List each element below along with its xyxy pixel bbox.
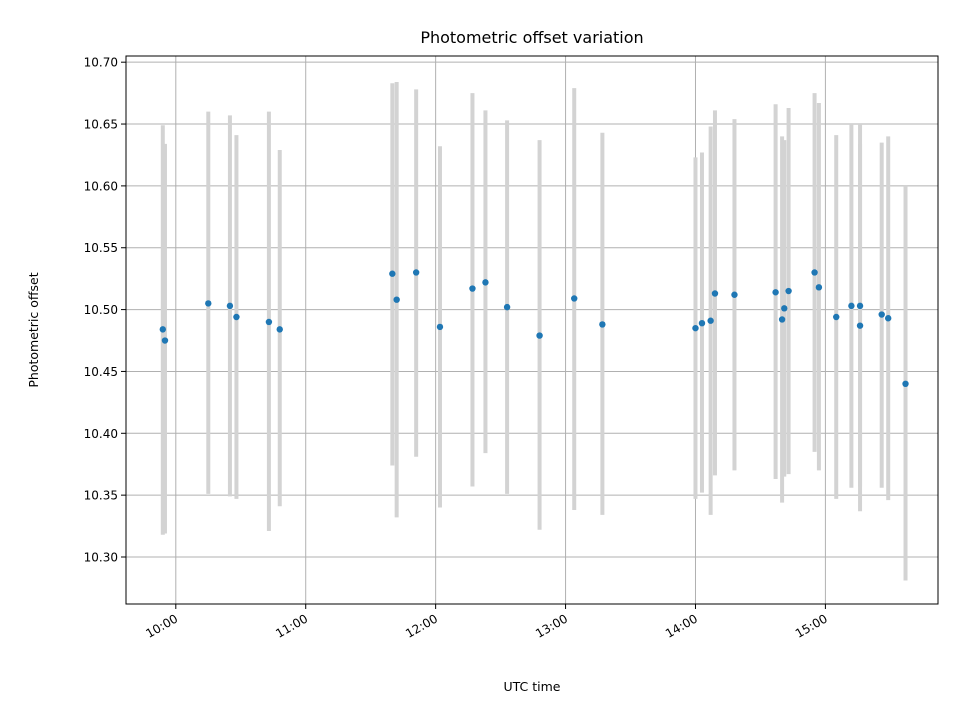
data-point [698,319,706,327]
data-point [878,311,885,318]
data-point [389,270,396,277]
data-point [276,326,283,333]
data-point [536,332,543,339]
y-tick-label: 10.40 [84,427,118,441]
data-point [233,313,240,321]
data-point [265,318,273,326]
y-tick-label: 10.60 [84,179,118,193]
data-point [393,296,400,303]
chart-title: Photometric offset variation [420,28,643,47]
data-point [815,284,823,291]
gridlines [126,56,938,604]
x-axis-label: UTC time [504,679,561,694]
data-point [711,290,719,297]
y-tick-label: 10.35 [84,489,118,503]
data-point [159,326,167,333]
data-point [848,302,855,310]
y-tick-label: 10.70 [84,56,118,70]
data-point [785,287,792,295]
data-point [469,285,476,292]
y-tick-label: 10.55 [84,241,118,255]
data-point [599,321,606,328]
data-point [436,323,444,331]
y-tick-label: 10.50 [84,303,118,317]
data-point [482,279,489,286]
data-points [159,269,909,388]
plot-frame [125,55,939,605]
data-point [571,295,578,302]
data-point [902,380,909,388]
data-point [884,315,892,322]
y-tick-label: 10.65 [84,118,118,132]
data-point [205,300,212,307]
data-point [833,313,840,321]
data-point [707,317,714,324]
data-point [781,305,788,312]
y-axis-label: Photometric offset [26,272,41,387]
data-point [811,269,818,276]
data-point [412,269,420,276]
y-axis: 10.30 10.35 10.40 10.45 10.50 10.55 10.60 10.65… [84,56,126,564]
data-point [772,289,779,296]
y-tick-label: 10.30 [84,550,118,564]
data-point [226,302,234,310]
data-point [731,291,738,298]
data-point [503,303,511,311]
data-point [856,322,864,329]
data-point [856,302,864,310]
data-point [161,337,169,344]
y-tick-label: 10.45 [84,365,118,379]
data-point [692,324,699,332]
data-point [778,316,786,323]
